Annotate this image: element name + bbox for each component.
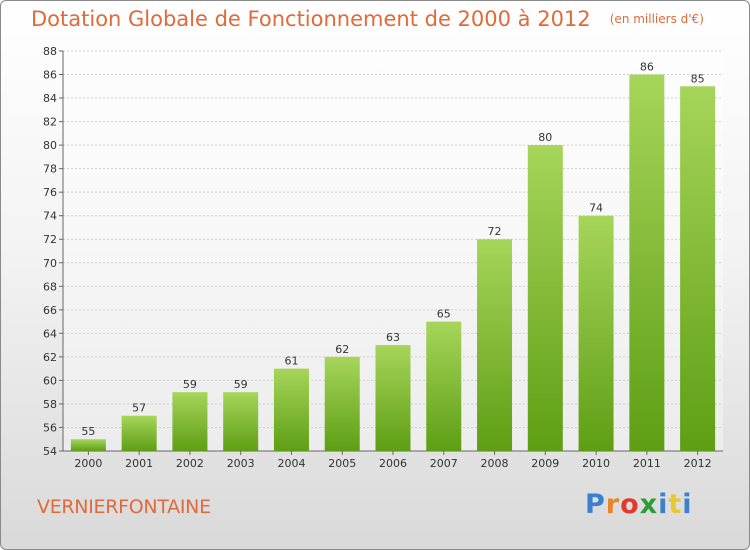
bar-value-label: 59 — [183, 378, 197, 391]
bar-value-label: 61 — [284, 355, 298, 368]
bar — [121, 415, 157, 451]
bar — [324, 356, 360, 451]
bar-value-label: 80 — [538, 131, 552, 144]
bar — [375, 345, 411, 451]
y-tick-label: 54 — [43, 445, 57, 458]
commune-name: VERNIERFONTAINE — [37, 496, 211, 518]
bar-value-label: 59 — [234, 378, 248, 391]
logo-letter: x — [639, 489, 659, 520]
chart-title: Dotation Globale de Fonctionnement de 20… — [31, 7, 591, 31]
logo-letter: i — [682, 489, 693, 520]
x-tick-label: 2010 — [582, 457, 610, 470]
y-tick-label: 72 — [43, 233, 57, 246]
logo-letter: P — [585, 489, 606, 520]
bar-value-label: 62 — [335, 343, 349, 356]
bar — [680, 86, 716, 451]
bar — [172, 392, 208, 451]
y-tick-label: 78 — [43, 163, 57, 176]
y-tick-label: 70 — [43, 257, 57, 270]
y-tick-label: 82 — [43, 116, 57, 129]
bar — [629, 74, 665, 451]
y-tick-label: 64 — [43, 327, 57, 340]
y-tick-label: 74 — [43, 210, 57, 223]
bar — [223, 392, 259, 451]
x-tick-label: 2006 — [379, 457, 407, 470]
bar-value-label: 55 — [81, 425, 95, 438]
chart-header: Dotation Globale de Fonctionnement de 20… — [31, 7, 704, 31]
y-tick-label: 60 — [43, 374, 57, 387]
y-tick-label: 80 — [43, 139, 57, 152]
y-tick-label: 84 — [43, 92, 57, 105]
y-tick-label: 58 — [43, 398, 57, 411]
bar-value-label: 74 — [589, 202, 603, 215]
x-tick-label: 2011 — [633, 457, 661, 470]
y-tick-label: 76 — [43, 186, 57, 199]
x-tick-label: 2009 — [531, 457, 559, 470]
y-tick-label: 66 — [43, 304, 57, 317]
bar — [477, 239, 513, 451]
bar-value-label: 72 — [488, 225, 502, 238]
bar — [578, 215, 614, 451]
bar — [426, 321, 462, 451]
x-tick-label: 2000 — [74, 457, 102, 470]
y-tick-label: 86 — [43, 69, 57, 82]
x-tick-label: 2012 — [684, 457, 712, 470]
x-tick-label: 2007 — [430, 457, 458, 470]
bar-value-label: 85 — [691, 72, 705, 85]
bar — [527, 145, 563, 451]
logo-letter: r — [605, 489, 621, 520]
logo-letter: i — [658, 489, 669, 520]
bar-value-label: 65 — [437, 308, 451, 321]
x-tick-label: 2004 — [277, 457, 305, 470]
bar-value-label: 57 — [132, 402, 146, 415]
y-tick-label: 88 — [43, 45, 57, 58]
bar-value-label: 86 — [640, 61, 654, 74]
logo-letter: o — [620, 489, 640, 520]
y-tick-label: 68 — [43, 280, 57, 293]
y-tick-label: 62 — [43, 351, 57, 364]
x-tick-label: 2001 — [125, 457, 153, 470]
x-tick-label: 2003 — [227, 457, 255, 470]
bar — [273, 368, 309, 451]
logo-letter: t — [668, 489, 683, 520]
x-tick-label: 2008 — [481, 457, 509, 470]
proxiti-logo: Proxiti — [585, 489, 693, 520]
bar — [70, 439, 106, 451]
x-tick-label: 2005 — [328, 457, 356, 470]
chart-subtitle: (en milliers d'€) — [609, 12, 704, 26]
x-tick-label: 2002 — [176, 457, 204, 470]
y-tick-label: 56 — [43, 421, 57, 434]
bar-value-label: 63 — [386, 331, 400, 344]
